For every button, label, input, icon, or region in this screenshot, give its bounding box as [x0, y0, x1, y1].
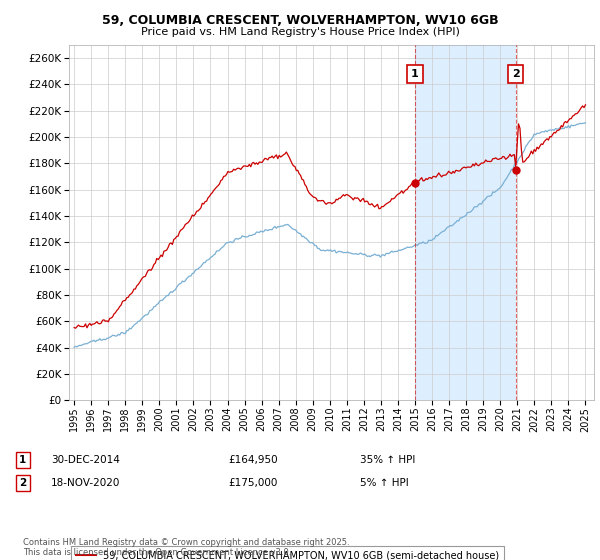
Text: 59, COLUMBIA CRESCENT, WOLVERHAMPTON, WV10 6GB: 59, COLUMBIA CRESCENT, WOLVERHAMPTON, WV… [101, 14, 499, 27]
Text: 1: 1 [411, 69, 419, 79]
Text: Contains HM Land Registry data © Crown copyright and database right 2025.
This d: Contains HM Land Registry data © Crown c… [23, 538, 349, 557]
Text: 2: 2 [19, 478, 26, 488]
Text: 1: 1 [19, 455, 26, 465]
Text: 2: 2 [512, 69, 520, 79]
Text: 18-NOV-2020: 18-NOV-2020 [51, 478, 121, 488]
Text: 30-DEC-2014: 30-DEC-2014 [51, 455, 120, 465]
Legend: 59, COLUMBIA CRESCENT, WOLVERHAMPTON, WV10 6GB (semi-detached house), HPI: Avera: 59, COLUMBIA CRESCENT, WOLVERHAMPTON, WV… [71, 546, 505, 560]
Text: 5% ↑ HPI: 5% ↑ HPI [360, 478, 409, 488]
Bar [415, 45, 515, 400]
Text: 35% ↑ HPI: 35% ↑ HPI [360, 455, 415, 465]
Text: £175,000: £175,000 [228, 478, 277, 488]
Text: Price paid vs. HM Land Registry's House Price Index (HPI): Price paid vs. HM Land Registry's House … [140, 27, 460, 37]
Text: £164,950: £164,950 [228, 455, 278, 465]
